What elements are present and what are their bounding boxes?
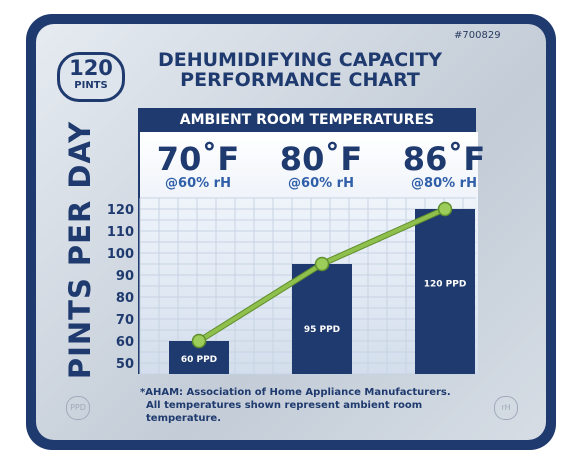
trend-point-3 [437,201,453,217]
temp-value-1: 70˚F [156,140,240,178]
trend-line [191,201,453,349]
bar-2 [292,264,352,374]
title-line-2: PERFORMANCE CHART [180,69,420,91]
bar-label-2: 95 PPD [304,325,340,335]
temp-label-2: 80˚F @60% rH [266,142,376,192]
y-tick-labels: 50 60 70 80 90 100 110 120 [107,203,134,372]
y-tick-120: 120 [107,203,134,218]
capacity-badge: 120 PINTS [57,52,125,102]
badge-number: 120 [69,56,113,80]
y-tick-70: 70 [116,313,134,328]
temp-condition-3: @80% rH [411,176,477,191]
chart-title: DEHUMIDIFYING CAPACITY PERFORMANCE CHART [150,50,450,90]
temp-value-3: 86˚F [402,140,486,178]
temp-label-1: 70˚F @60% rH [143,142,253,192]
temperature-band: AMBIENT ROOM TEMPERATURES [138,108,476,132]
bar-label-3: 120 PPD [424,280,467,290]
trend-point-2 [314,256,330,272]
bars: 60 PPD 95 PPD 120 PPD [169,209,475,374]
rh-mark: rH [494,396,518,420]
y-tick-100: 100 [107,247,134,262]
y-tick-50: 50 [116,357,134,372]
temp-value-2: 80˚F [279,140,363,178]
y-tick-60: 60 [116,335,134,350]
bar-3 [415,209,475,374]
catalog-id: #700829 [454,30,501,41]
y-tick-80: 80 [116,291,134,306]
title-line-1: DEHUMIDIFYING CAPACITY [157,49,443,71]
footnote: *AHAM: Association of Home Appliance Man… [140,386,470,425]
bar-label-1: 60 PPD [181,355,217,365]
y-tick-110: 110 [107,225,134,240]
y-tick-90: 90 [116,269,134,284]
temp-condition-2: @60% rH [288,176,354,191]
footnote-line-1: *AHAM: Association of Home Appliance Man… [140,387,451,398]
trend-point-1 [191,333,207,349]
temp-condition-1: @60% rH [165,176,231,191]
badge-unit: PINTS [74,80,108,91]
footnote-line-2: All temperatures shown represent ambient… [146,400,423,424]
temp-label-3: 86˚F @80% rH [389,142,499,192]
ppd-mark: PPD [66,396,90,420]
